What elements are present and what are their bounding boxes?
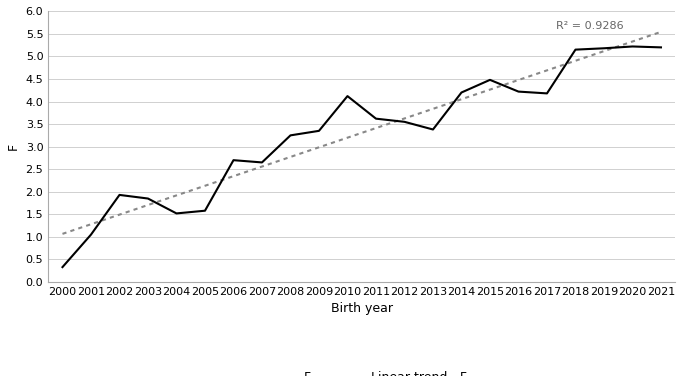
X-axis label: Birth year: Birth year (331, 302, 393, 315)
Y-axis label: F: F (7, 143, 20, 150)
Legend: F, Linear trend - F: F, Linear trend - F (251, 367, 472, 376)
Text: R² = 0.9286: R² = 0.9286 (555, 21, 623, 31)
